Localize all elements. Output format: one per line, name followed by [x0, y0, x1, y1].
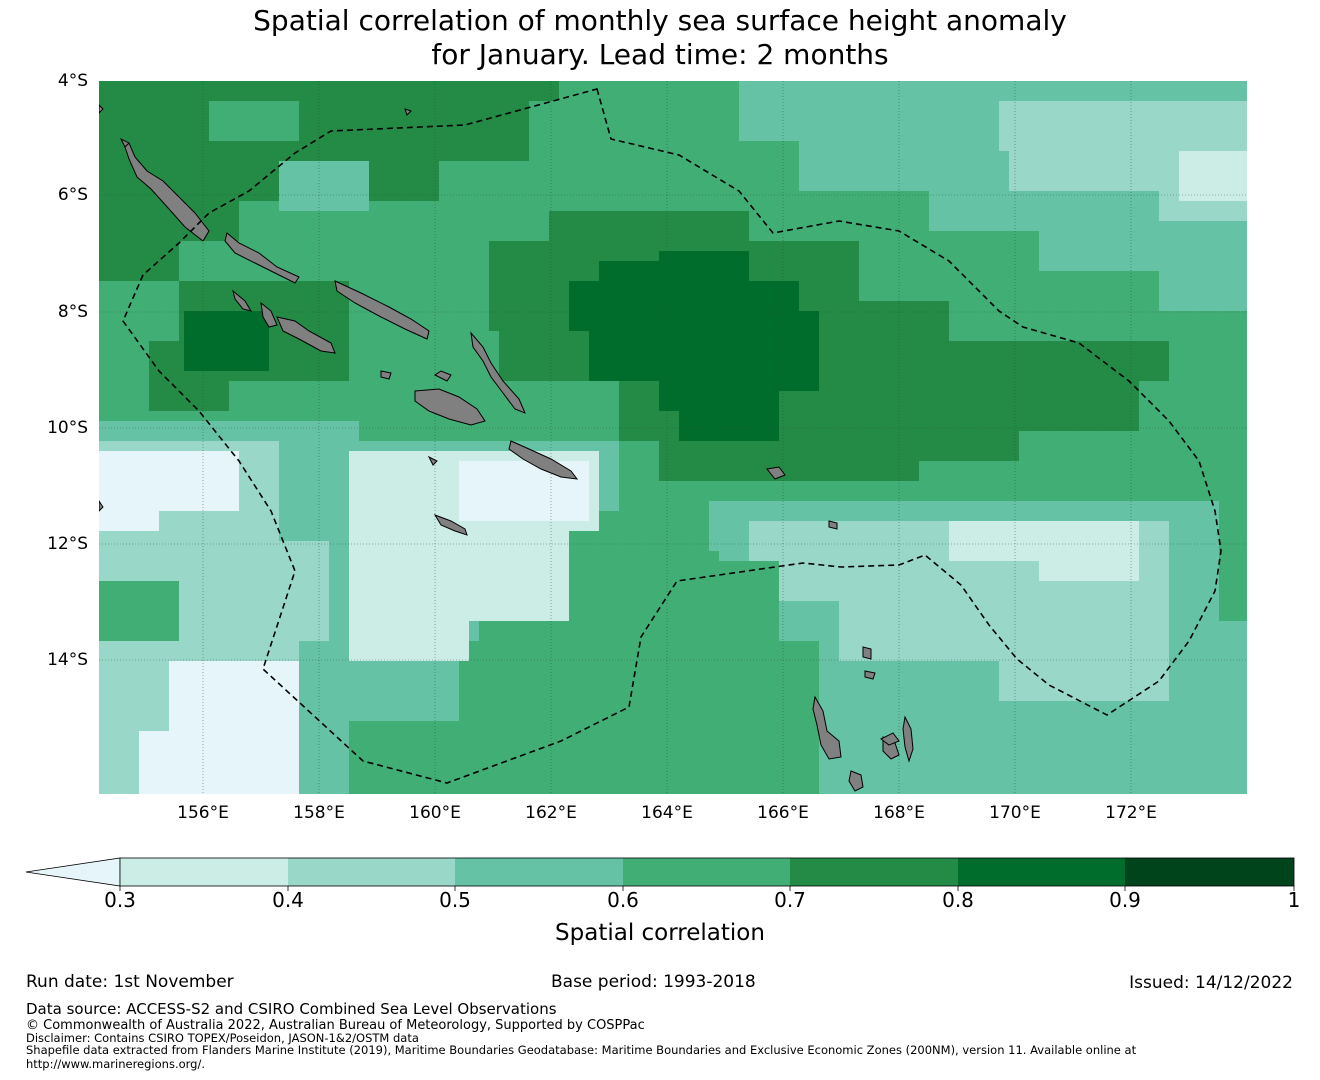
issued-date: Issued: 14/12/2022 — [1129, 973, 1293, 993]
lon-label-170e: 170°E — [989, 803, 1041, 823]
colorbar-tick-0.6: 0.6 — [607, 888, 639, 912]
copyright-notice: © Commonwealth of Australia 2022, Austra… — [26, 1018, 645, 1033]
colorbar-under-arrow — [25, 857, 121, 887]
field-region-nw-patch — [209, 101, 299, 141]
field-region-south-green — [619, 561, 819, 794]
lat-label-8s: 8°S — [57, 302, 88, 322]
island-makira — [508, 440, 579, 480]
field-region-se-pale — [949, 521, 1139, 581]
island-bellona — [427, 455, 438, 466]
island-rennell — [433, 514, 468, 536]
shapefile-credit-line-2: http://www.marineregions.org/. — [26, 1057, 205, 1071]
lon-label-172e: 172°E — [1105, 803, 1157, 823]
colorbar-segment-0.6-0.7 — [623, 858, 790, 886]
lon-label-158e: 158°E — [293, 803, 345, 823]
island-malaita — [470, 331, 526, 414]
lat-label-12s: 12°S — [47, 534, 88, 554]
island-florida — [434, 370, 452, 382]
title-line-2: for January. Lead time: 2 months — [431, 38, 889, 71]
run-date: Run date: 1st November — [26, 972, 234, 992]
colorbar-tick-0.9: 0.9 — [1109, 888, 1141, 912]
colorbar-ticks — [119, 886, 1295, 891]
island-ndeni — [766, 466, 786, 480]
lat-label-14s: 14°S — [47, 650, 88, 670]
colorbar-tick-0.5: 0.5 — [439, 888, 471, 912]
island-small-north — [404, 108, 412, 116]
island-ambrym — [848, 770, 864, 792]
land-masses — [99, 104, 914, 792]
field-region-pale-patch — [279, 161, 369, 211]
island-vella-lavella — [232, 289, 253, 312]
island-vanikoro — [828, 520, 838, 530]
eez-boundary-main — [122, 88, 1222, 784]
island-vanua-lava — [862, 646, 872, 660]
island-guadalcanal — [414, 388, 486, 426]
lat-label-6s: 6°S — [57, 185, 88, 205]
lon-label-156e: 156°E — [177, 803, 229, 823]
base-period: Base period: 1993-2018 — [551, 972, 756, 992]
colorbar-tick-0.8: 0.8 — [942, 888, 974, 912]
shapefile-credit-line-1: Shapefile data extracted from Flanders M… — [26, 1043, 1137, 1057]
lon-label-166e: 166°E — [757, 803, 809, 823]
island-choiseul — [224, 232, 300, 284]
island-santa-isabel — [334, 280, 430, 340]
map-title: Spatial correlation of monthly sea surfa… — [0, 4, 1320, 72]
lon-label-160e: 160°E — [409, 803, 461, 823]
colorbar-segment-0.7-0.8 — [790, 858, 958, 886]
colorbar-segment-0.5-0.6 — [455, 858, 623, 886]
correlation-field — [99, 81, 1247, 794]
field-region-south-palest — [139, 661, 299, 794]
field-region-west-palest — [99, 451, 239, 531]
island-pentecost — [902, 715, 914, 763]
colorbar-tick-1: 1 — [1287, 888, 1301, 912]
colorbar-tick-0.4: 0.4 — [272, 888, 304, 912]
island-west-edge — [99, 104, 104, 114]
island-west-edge-south — [99, 500, 104, 512]
colorbar-title: Spatial correlation — [555, 920, 765, 946]
field-region-west-edge — [99, 581, 179, 641]
lon-label-162e: 162°E — [525, 803, 577, 823]
island-kolombangara — [260, 301, 278, 328]
field-region-central-palest — [459, 461, 589, 521]
field-region-central-core — [569, 251, 819, 441]
data-source: Data source: ACCESS-S2 and CSIRO Combine… — [26, 1000, 557, 1018]
colorbar — [25, 857, 1295, 891]
island-ambae — [880, 732, 900, 746]
colorbar-outline — [119, 857, 1295, 887]
lon-label-164e: 164°E — [641, 803, 693, 823]
correlation-map — [99, 81, 1247, 794]
colorbar-tick-0.3: 0.3 — [104, 888, 136, 912]
eez-boundaries — [122, 88, 1222, 784]
graticule — [99, 81, 1247, 794]
lat-label-10s: 10°S — [47, 418, 88, 438]
colorbar-tick-0.7: 0.7 — [774, 888, 806, 912]
field-region-west-core — [184, 311, 269, 371]
island-gaua — [864, 670, 876, 680]
colorbar-segment-0.8-0.9 — [958, 858, 1125, 886]
island-russell — [380, 370, 392, 380]
colorbar-segment-0.4-0.5 — [288, 858, 455, 886]
disclaimer: Disclaimer: Contains CSIRO TOPEX/Poseido… — [26, 1031, 419, 1045]
title-line-1: Spatial correlation of monthly sea surfa… — [253, 4, 1067, 37]
lon-label-168e: 168°E — [873, 803, 925, 823]
colorbar-segment-0.9-1 — [1125, 858, 1294, 886]
island-espiritu-santo — [812, 695, 842, 760]
colorbar-segment-0.3-0.4 — [120, 858, 288, 886]
island-new-georgia — [276, 316, 336, 354]
island-buka — [119, 137, 130, 148]
island-bougainville — [122, 140, 210, 242]
field-region-ne-pale — [1179, 151, 1247, 201]
lat-label-4s: 4°S — [57, 71, 88, 91]
